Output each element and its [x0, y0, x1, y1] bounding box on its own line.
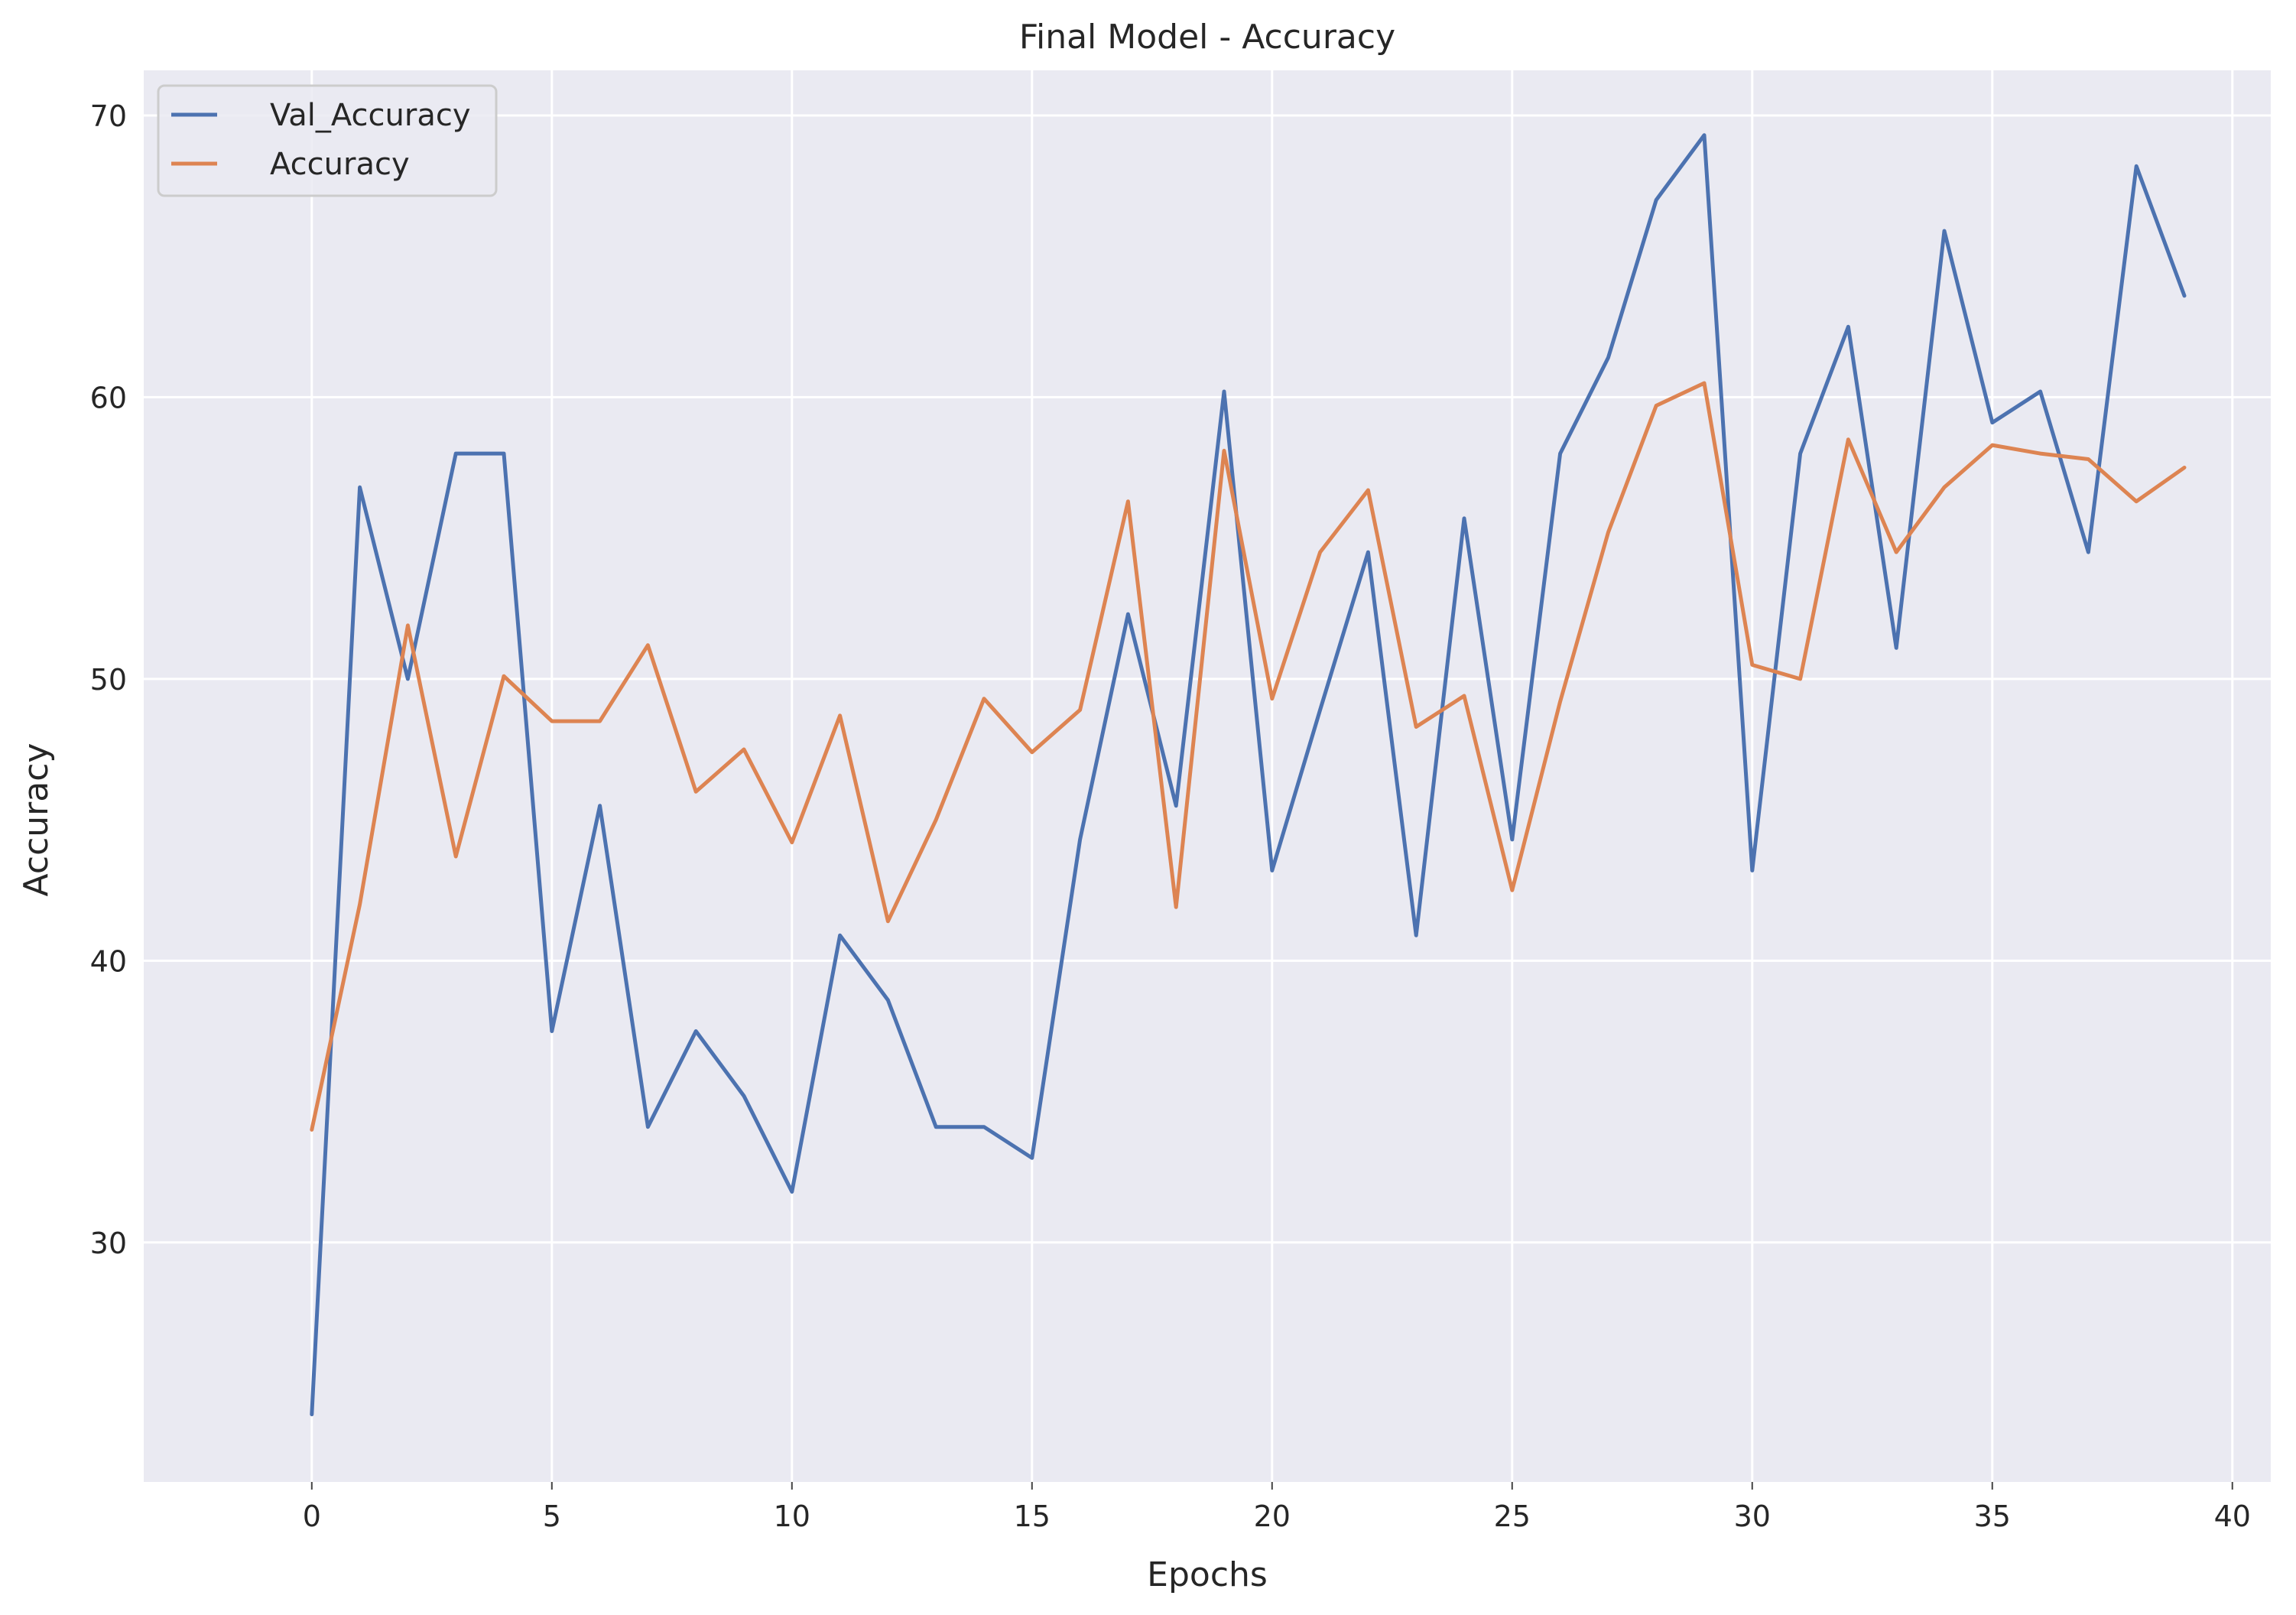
series-line-val-accuracy	[310, 133, 2187, 1417]
grid	[144, 70, 2271, 1482]
y-tick-label: 50	[90, 663, 127, 697]
x-tick-label: 25	[1494, 1500, 1531, 1533]
x-tick-label: 20	[1254, 1500, 1291, 1533]
y-tick-label: 40	[90, 944, 127, 978]
x-tick-label: 35	[1974, 1500, 2011, 1533]
chart-title: Final Model - Accuracy	[1019, 18, 1395, 57]
y-axis-label: Accuracy	[17, 743, 56, 897]
plot-area	[144, 70, 2271, 1482]
series-lines	[310, 133, 2187, 1417]
legend: Val_Accuracy Accuracy	[157, 84, 498, 197]
x-axis-label: Epochs	[1147, 1555, 1268, 1594]
y-tick-label: 30	[90, 1227, 127, 1260]
y-tick-label: 60	[90, 381, 127, 414]
legend-label: Val_Accuracy	[270, 98, 471, 133]
x-tick-label: 30	[1734, 1500, 1771, 1533]
x-tick-label: 0	[303, 1500, 321, 1533]
x-tick-label: 15	[1014, 1500, 1051, 1533]
x-tick-labels: 0 5 10 15 20 25 30 35 40	[303, 1482, 2251, 1533]
series-line-accuracy	[310, 381, 2187, 1132]
y-tick-labels: 30 40 50 60 70	[90, 99, 127, 1260]
x-tick-label: 5	[543, 1500, 561, 1533]
legend-label: Accuracy	[270, 147, 410, 182]
x-tick-label: 10	[774, 1500, 810, 1533]
legend-frame	[157, 84, 498, 197]
y-tick-label: 70	[90, 99, 127, 133]
x-tick-label: 40	[2214, 1500, 2251, 1533]
